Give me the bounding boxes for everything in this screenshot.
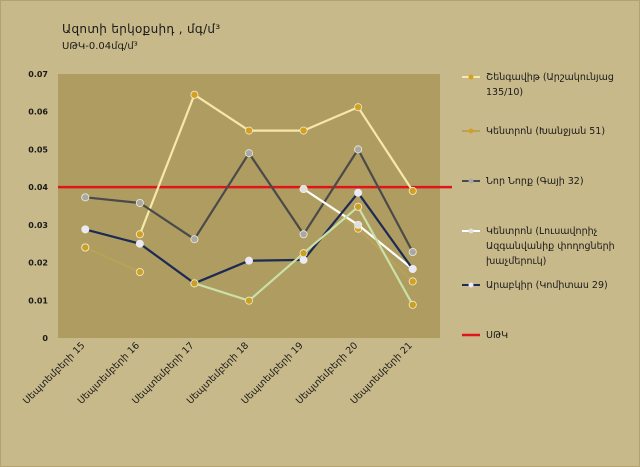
legend-item: Կենտրոն (Խանջյան 51) [462,124,605,139]
legend-item: Արաբկիր (Կոմիտաս 29) [462,278,608,293]
data-point [354,103,363,112]
data-point [190,235,199,244]
data-point [408,248,417,257]
legend-swatch [462,128,480,134]
data-point [135,239,144,248]
data-point [408,186,417,195]
data-point [190,90,199,99]
data-point [354,220,363,229]
chart-subtitle: ՍԹԿ-0.04մգ/մ³ [62,41,138,52]
legend-item: Շենգավիթ (Արշակունյաց 135/10) [462,70,637,100]
legend-label: Կենտրոն (Խանջյան 51) [486,126,606,137]
legend-item: Նոր Նորք (Գայի 32) [462,174,584,189]
legend-label: Արաբկիր (Կոմիտաս 29) [486,280,608,291]
x-tick-label: Սեպտեմբերի 21 [349,340,415,406]
legend-label: ՍԹԿ [486,330,509,341]
data-point [81,243,90,252]
data-point [354,188,363,197]
y-tick-label: 0 [42,334,48,343]
y-tick-label: 0.03 [28,221,48,230]
data-point [299,249,308,258]
data-point [81,193,90,202]
legend-swatch [462,178,480,184]
legend-item: Կենտրոն (Լուսավորիչ Ազգանվանիք փողոցների… [462,224,637,269]
data-point [244,296,253,305]
data-point [135,230,144,239]
data-point [299,126,308,135]
data-point [244,256,253,265]
legend-label: Շենգավիթ (Արշակունյաց 135/10) [486,72,614,98]
y-tick-label: 0.02 [28,259,48,268]
legend-swatch [462,282,480,288]
data-point [408,300,417,309]
chart-title: Ազոտի երկօքսիդ , մգ/մ³ [62,22,221,36]
y-tick-label: 0.07 [28,70,48,79]
y-tick-label: 0.05 [28,145,48,154]
legend-label: Կենտրոն (Լուսավորիչ Ազգանվանիք փողոցների… [486,226,615,267]
data-point [408,264,417,273]
data-point [190,279,199,288]
data-point [135,198,144,207]
data-point [299,185,308,194]
data-point [299,230,308,239]
y-tick-label: 0.01 [28,296,48,305]
legend-label: Նոր Նորք (Գայի 32) [486,176,584,187]
legend-swatch [462,333,480,337]
data-point [354,202,363,211]
data-point [299,255,308,264]
legend-swatch [462,74,480,80]
y-tick-label: 0.06 [28,108,48,117]
data-point [244,149,253,158]
data-point [408,277,417,286]
data-point [354,145,363,154]
plot-area [58,74,440,338]
data-point [81,225,90,234]
legend-item: ՍԹԿ [462,328,508,343]
legend-swatch [462,228,480,234]
y-tick-label: 0.04 [28,183,48,192]
series-line [138,93,414,235]
data-point [244,126,253,135]
data-point [135,267,144,276]
